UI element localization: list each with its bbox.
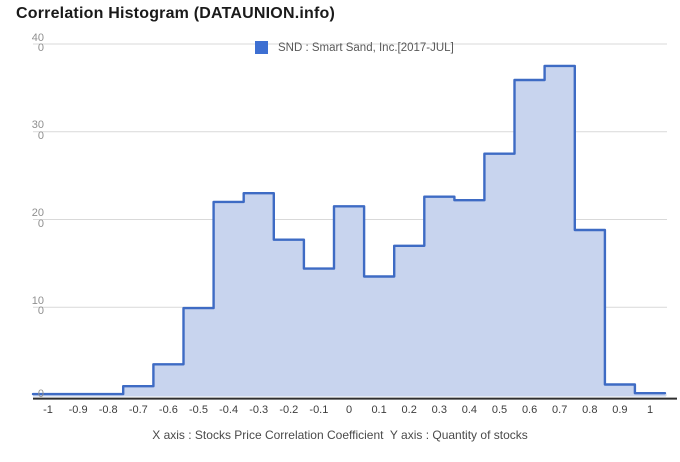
histogram-area [33, 65, 666, 397]
axis-description: X axis : Stocks Price Correlation Coeffi… [152, 428, 528, 442]
chart-title: Correlation Histogram (DATAUNION.info) [16, 5, 335, 22]
legend[interactable]: SND : Smart Sand, Inc.[2017-JUL] [255, 41, 454, 54]
legend-label: SND : Smart Sand, Inc.[2017-JUL] [278, 41, 454, 54]
legend-swatch-icon [255, 41, 268, 54]
histogram-outline [31, 64, 667, 396]
